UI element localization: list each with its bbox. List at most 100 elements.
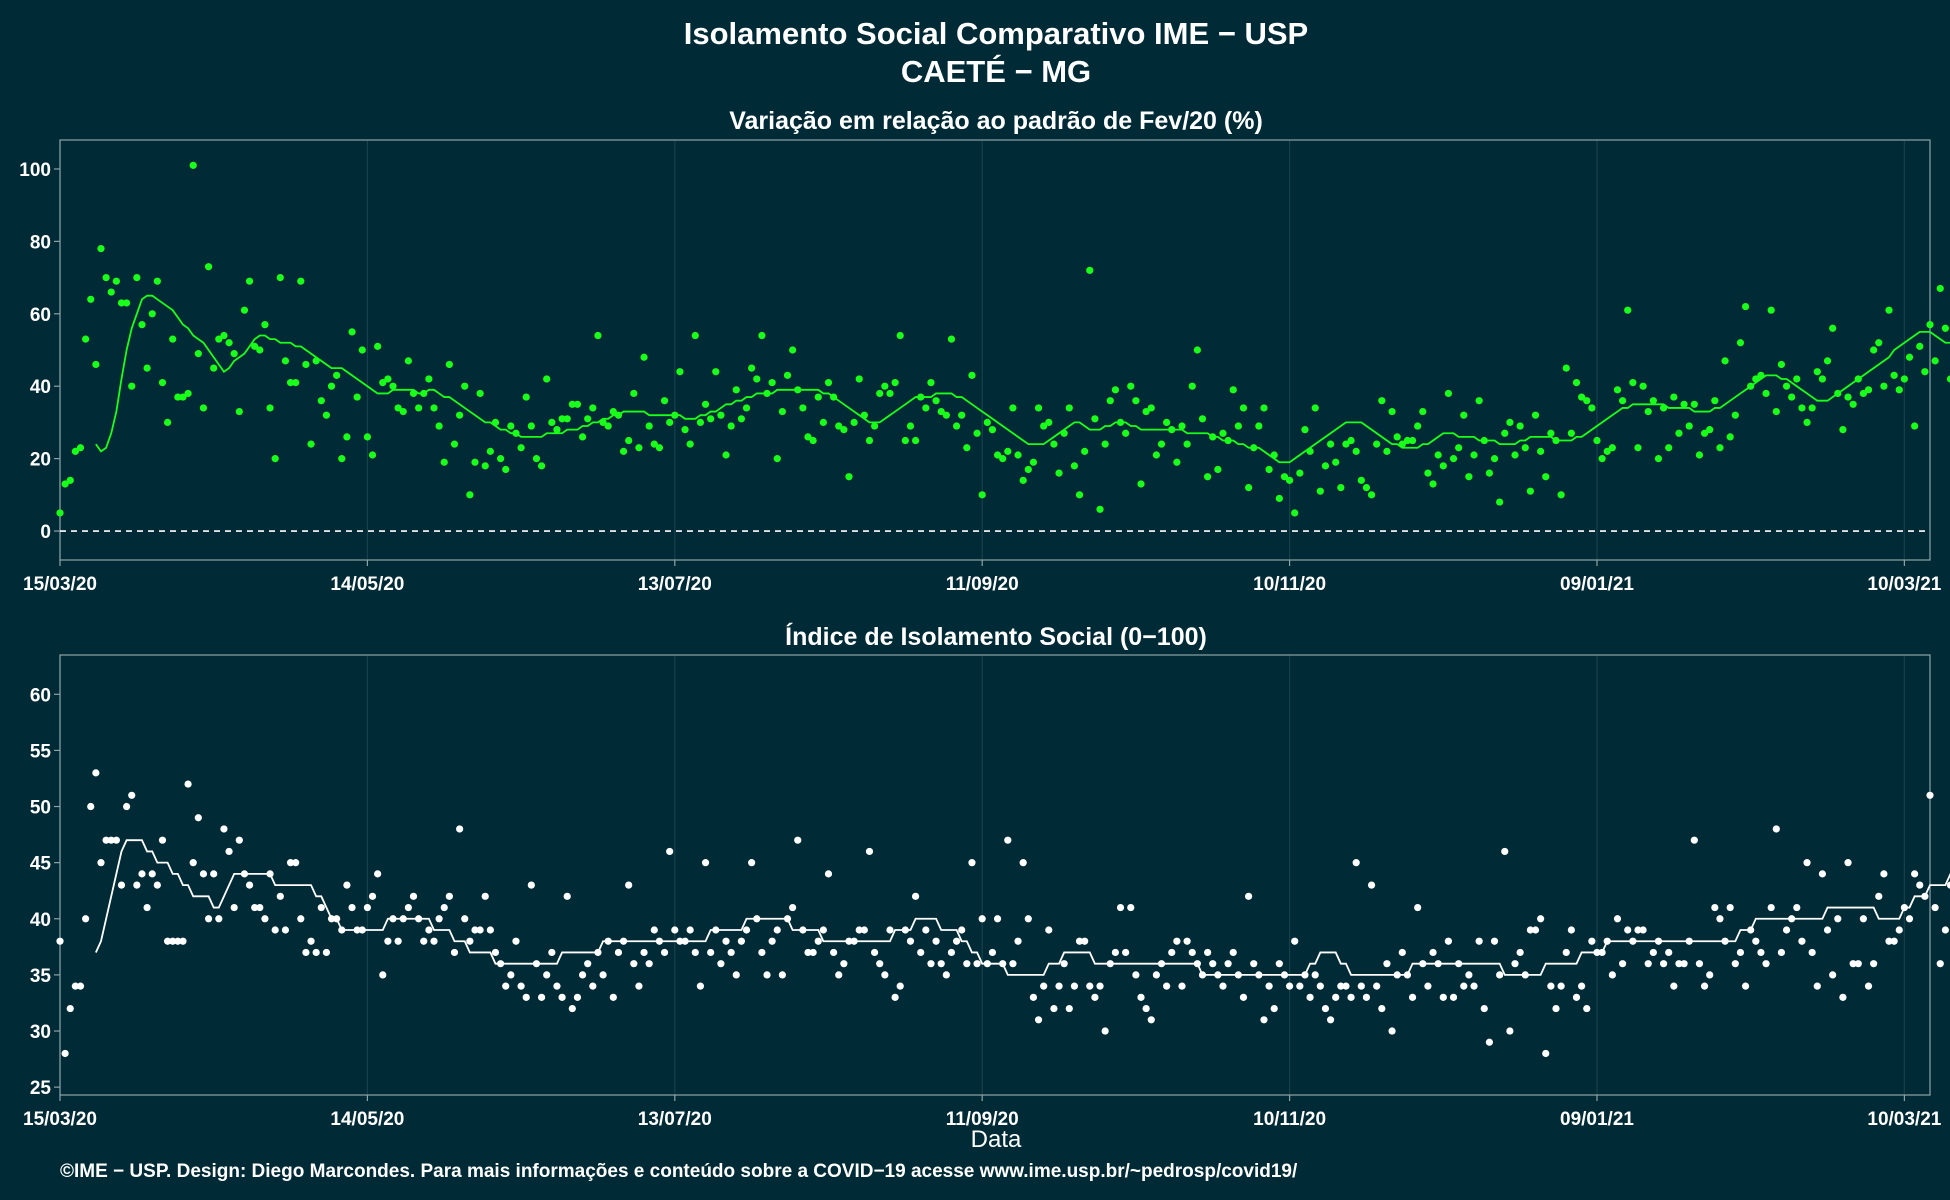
data-point (824, 378, 833, 387)
data-point (732, 971, 740, 979)
data-point (1890, 371, 1898, 379)
data-point (1239, 404, 1248, 412)
data-point (1321, 462, 1330, 470)
data-point (614, 411, 623, 419)
data-point (1173, 458, 1181, 466)
data-point (220, 331, 228, 340)
data-point (865, 847, 874, 856)
data-point (1332, 458, 1340, 466)
data-point (1931, 903, 1939, 912)
data-point (123, 802, 131, 811)
data-point (1250, 960, 1258, 968)
data-point (1752, 375, 1760, 383)
data-point (1116, 903, 1125, 912)
data-point (814, 393, 822, 401)
data-point (225, 339, 233, 347)
data-point (1475, 397, 1483, 405)
data-point (1060, 960, 1068, 968)
x-tick-label: 15/03/20 (23, 574, 97, 595)
data-point (1019, 859, 1027, 867)
data-point (143, 364, 151, 372)
data-point (1014, 937, 1022, 945)
data-point (1526, 487, 1534, 495)
data-point (184, 780, 192, 788)
y-tick-label: 40 (30, 377, 51, 398)
data-point (758, 331, 766, 340)
data-point (947, 335, 956, 343)
data-point (1388, 407, 1396, 416)
data-point (251, 342, 259, 350)
data-point (1813, 368, 1821, 376)
data-point (82, 335, 90, 343)
data-point (1132, 971, 1140, 979)
data-point (497, 455, 505, 463)
data-point (87, 802, 95, 811)
data-point (1444, 389, 1453, 398)
data-point (1455, 444, 1463, 452)
data-point (1501, 847, 1509, 856)
data-point (1721, 937, 1729, 945)
data-point (666, 418, 674, 427)
data-point (1741, 982, 1750, 990)
data-point (1204, 948, 1212, 957)
data-point (1921, 368, 1929, 376)
data-point (1629, 378, 1637, 387)
data-point (1798, 937, 1806, 945)
data-point (978, 915, 986, 923)
data-point (1572, 993, 1581, 1001)
data-point (1285, 476, 1294, 484)
data-point (860, 926, 868, 934)
data-point (1864, 386, 1873, 394)
data-point (1619, 397, 1627, 405)
data-point (1629, 937, 1637, 945)
data-point (671, 411, 679, 419)
data-point (1434, 451, 1442, 459)
panel-frame (59, 654, 1931, 1096)
data-point (512, 429, 520, 437)
data-point (404, 903, 412, 912)
data-point (1844, 859, 1852, 867)
data-point (66, 476, 74, 484)
data-point (594, 948, 602, 957)
data-point (1373, 440, 1381, 448)
data-point (1265, 465, 1273, 474)
data-point (271, 455, 279, 463)
data-point (1367, 491, 1376, 499)
data-point (1414, 422, 1422, 430)
data-point (1152, 451, 1160, 459)
data-point (1439, 462, 1447, 470)
data-point (174, 393, 182, 401)
data-point (409, 892, 418, 900)
data-point (322, 411, 331, 419)
data-point (507, 422, 515, 430)
data-point (353, 926, 361, 934)
data-point (891, 378, 899, 387)
data-point (1793, 903, 1801, 912)
data-point (855, 375, 863, 383)
moving-average-line (95, 839, 1950, 976)
data-point (1362, 993, 1371, 1001)
data-point (1383, 447, 1391, 455)
data-point (983, 418, 991, 427)
data-point (906, 422, 915, 430)
x-tick-label: 11/09/20 (946, 574, 1019, 595)
data-point (1506, 1027, 1514, 1035)
data-point (486, 447, 494, 455)
data-point (599, 418, 607, 427)
data-point (1393, 971, 1401, 979)
data-point (573, 993, 582, 1001)
data-point (1009, 960, 1017, 968)
data-point (163, 418, 172, 427)
data-point (1716, 915, 1724, 923)
data-point (527, 881, 535, 889)
data-point (56, 509, 64, 517)
data-point (1403, 971, 1412, 979)
data-point (1142, 407, 1150, 416)
data-point (1583, 1004, 1591, 1013)
data-point (1147, 1016, 1155, 1024)
data-point (1239, 993, 1248, 1001)
data-point (374, 870, 382, 878)
data-point (753, 375, 761, 383)
data-point (999, 960, 1007, 968)
data-point (1880, 382, 1888, 390)
